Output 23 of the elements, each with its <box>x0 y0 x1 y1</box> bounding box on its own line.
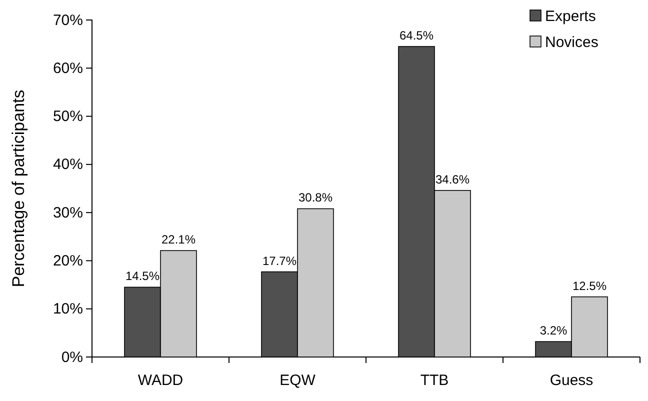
y-axis-title: Percentage of participants <box>9 90 28 288</box>
x-tick-label: WADD <box>138 372 184 389</box>
x-tick-label: EQW <box>280 372 316 389</box>
y-tick-label: 30% <box>52 204 83 222</box>
data-label: 22.1% <box>161 232 196 247</box>
y-tick-label: 70% <box>52 12 83 29</box>
x-tick-label: TTB <box>420 372 449 389</box>
data-label: 30.8% <box>298 190 333 205</box>
y-tick-label: 50% <box>52 108 83 126</box>
y-tick-label: 0% <box>61 348 83 366</box>
y-tick-label: 10% <box>52 300 83 318</box>
data-label: 64.5% <box>399 28 434 42</box>
data-label: 17.7% <box>262 254 297 268</box>
y-tick-label: 60% <box>52 60 83 77</box>
y-tick-label: 20% <box>52 252 83 270</box>
data-label: 14.5% <box>125 269 160 284</box>
y-tick-label: 40% <box>52 156 83 174</box>
data-label: 34.6% <box>435 172 470 186</box>
data-label: 12.5% <box>572 278 607 293</box>
legend-label: Experts <box>545 8 596 25</box>
legend-label: Novices <box>545 34 598 51</box>
data-label: 3.2% <box>540 324 568 338</box>
x-tick-label: Guess <box>550 372 594 389</box>
